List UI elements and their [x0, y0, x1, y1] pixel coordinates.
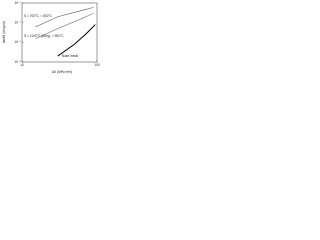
series-label: S = 1100°C (Alloy), = 900°C [24, 34, 64, 38]
series-line [35, 13, 94, 40]
series-line [57, 24, 96, 57]
series-label: S = 700°C, = 800°C [24, 14, 53, 18]
x-tick-label: 10 [20, 63, 24, 67]
y-tick-label: 10⁻⁶ [14, 1, 21, 5]
page: {"chart_data":{"type":"line","y_label":"… [0, 0, 100, 76]
series-label: Base metal [62, 54, 78, 58]
chart: da/dN (m/cycle) ΔK (MPa·m½) 10⁻⁹ 10⁻⁸ 10⁻⁷… [2, 1, 100, 74]
y-tick-label: 10⁻⁷ [15, 21, 22, 25]
y-tick-label: 10⁻⁸ [14, 40, 21, 44]
x-axis-label: ΔK (MPa·m½) [52, 70, 72, 74]
y-axis-label: da/dN (m/cycle) [2, 21, 6, 43]
plot-frame [21, 2, 98, 63]
y-tick-label: 10⁻⁹ [14, 60, 21, 64]
series-line [35, 7, 94, 28]
x-tick-label: 100 [94, 63, 100, 67]
